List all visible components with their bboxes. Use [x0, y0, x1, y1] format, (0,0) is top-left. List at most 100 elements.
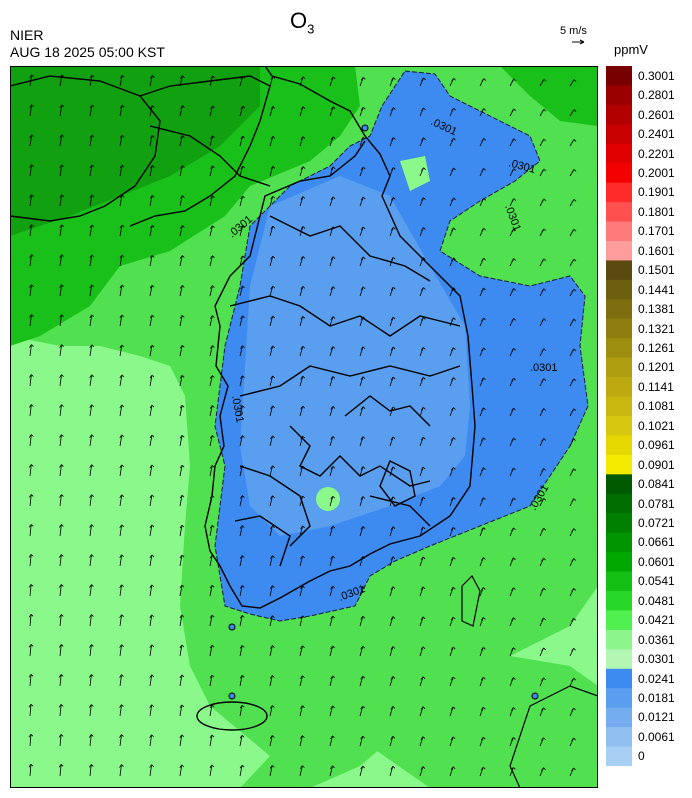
- wind-arrow-icon: [539, 647, 546, 657]
- wind-arrow-icon: [509, 647, 516, 657]
- map-border: [10, 66, 598, 788]
- wind-arrow-icon: [179, 674, 185, 687]
- blue-dot-southwest: [228, 623, 236, 631]
- legend-swatch: [606, 513, 632, 534]
- wind-arrow-icon: [59, 254, 64, 267]
- wind-arrow-icon: [569, 139, 577, 147]
- legend-swatch: [606, 318, 632, 339]
- legend-swatch: [606, 143, 632, 164]
- map-title: O3: [290, 8, 314, 36]
- wind-arrow-icon: [539, 557, 546, 567]
- jeju-island: [196, 701, 268, 731]
- legend-label: 0.1701: [638, 224, 675, 239]
- ozone-map: .0301 .0301 .0301 .0301 .0301 .0301 .030…: [10, 66, 598, 788]
- wind-arrow-icon: [419, 706, 426, 717]
- wind-arrow-icon: [209, 285, 215, 297]
- wind-arrow-icon: [179, 75, 185, 87]
- wind-arrow-icon: [179, 524, 185, 537]
- wind-arrow-icon: [509, 587, 516, 597]
- wind-arrow-icon: [269, 375, 275, 387]
- legend-swatch: [606, 668, 632, 689]
- wind-arrow-icon: [389, 167, 396, 177]
- legend-swatch: [606, 688, 632, 709]
- wind-arrow-icon: [119, 164, 125, 177]
- wind-arrow-icon: [119, 554, 124, 567]
- wind-arrow-icon: [269, 615, 275, 627]
- wind-arrow-icon: [419, 766, 426, 777]
- wind-arrow-icon: [539, 168, 547, 177]
- legend-swatch: [606, 241, 632, 261]
- wind-arrow-icon: [239, 135, 246, 147]
- legend-swatch: [606, 649, 632, 670]
- wind-arrow-icon: [389, 736, 396, 747]
- wind-arrow-icon: [329, 735, 335, 747]
- wind-arrow-icon: [89, 434, 94, 447]
- wind-arrow-icon: [299, 495, 305, 507]
- wind-arrow-icon: [89, 674, 94, 687]
- wind-arrow-icon: [119, 494, 125, 507]
- wind-arrow-icon: [419, 107, 426, 117]
- wind-arrow-icon: [569, 109, 577, 117]
- wind-arrow-icon: [239, 615, 245, 627]
- wind-arrow-icon: [479, 676, 486, 687]
- legend-swatch: [606, 552, 632, 573]
- legend-label: 0.0661: [638, 535, 675, 550]
- wind-arrow-icon: [539, 288, 547, 297]
- wind-arrow-icon: [179, 614, 185, 627]
- wind-arrow-icon: [299, 675, 305, 687]
- wind-arrow-icon: [239, 75, 246, 87]
- wind-arrow-icon: [449, 137, 456, 147]
- wind-arrow-icon: [29, 404, 34, 417]
- wind-arrow-icon: [59, 464, 64, 477]
- wind-arrow-icon: [419, 347, 426, 357]
- wind-arrow-icon: [179, 105, 185, 117]
- wind-arrow-icon: [389, 197, 396, 207]
- legend-swatch: [606, 746, 632, 766]
- wind-arrow-icon: [209, 225, 215, 237]
- wind-arrow-icon: [449, 107, 456, 117]
- wind-arrow-icon: [299, 435, 305, 447]
- legend-label: 0.1141: [638, 379, 674, 394]
- title-main: O: [290, 8, 308, 33]
- green-deep-north: [10, 66, 260, 236]
- wind-arrow-icon: [479, 108, 487, 117]
- wind-arrow-icon: [299, 76, 306, 87]
- legend-label: 0.1381: [638, 302, 675, 317]
- wind-arrow-icon: [89, 374, 95, 387]
- wind-arrow-icon: [149, 75, 155, 87]
- wind-arrow-icon: [419, 197, 426, 207]
- wind-arrow-icon: [419, 466, 426, 477]
- wind-arrow-icon: [509, 138, 517, 147]
- wind-arrow-icon: [209, 255, 215, 267]
- wind-arrow-icon: [539, 767, 546, 777]
- wind-arrow-icon: [299, 196, 306, 207]
- wind-arrow-icon: [239, 225, 245, 237]
- wind-arrow-icon: [509, 318, 516, 327]
- wind-arrow-icon: [509, 228, 517, 237]
- legend-swatch: [606, 279, 632, 300]
- wind-arrow-icon: [329, 705, 335, 717]
- wind-arrow-icon: [89, 134, 95, 147]
- wind-arrow-icon: [509, 258, 517, 267]
- wind-arrow-icon: [269, 675, 275, 687]
- wind-arrow-icon: [89, 464, 94, 477]
- wind-arrow-icon: [539, 228, 547, 237]
- wind-arrow-icon: [389, 496, 396, 507]
- wind-arrow-icon: [479, 706, 486, 717]
- wind-arrow-icon: [29, 374, 34, 387]
- wind-arrow-icon: [179, 434, 185, 447]
- wind-arrow-icon: [269, 765, 275, 777]
- wind-arrow-icon: [269, 465, 275, 477]
- legend-swatch: [606, 435, 632, 456]
- wind-arrow-icon: [299, 465, 305, 477]
- legend-swatch: [606, 124, 632, 145]
- wind-arrow-icon: [119, 464, 125, 477]
- title-subscript: 3: [307, 21, 315, 37]
- wind-arrow-icon: [329, 585, 335, 597]
- wind-arrow-icon: [179, 195, 185, 207]
- wind-arrow-icon: [269, 435, 275, 447]
- wind-arrow-icon: [479, 377, 486, 387]
- wind-arrow-icon: [389, 316, 396, 327]
- wind-arrow-icon: [359, 406, 366, 417]
- wind-arrow-icon: [359, 226, 366, 237]
